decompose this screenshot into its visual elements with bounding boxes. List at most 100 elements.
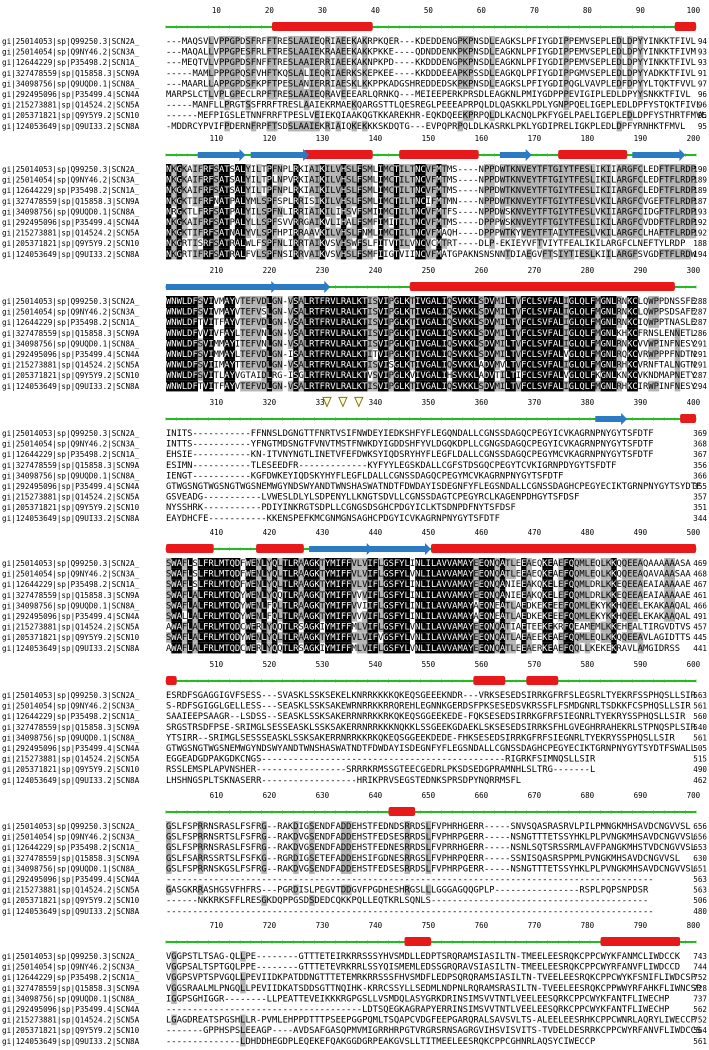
- position-tick-label: 360: [475, 398, 489, 407]
- residue-shade: [489, 57, 495, 68]
- sequence-name: gi|124053649|sp|Q9UI33.2|SCN8A: [2, 776, 140, 785]
- residue-shade: [224, 195, 230, 207]
- helix-bar: [431, 544, 696, 553]
- residue-shade: [256, 185, 262, 196]
- residue-shade: [340, 36, 347, 47]
- residue-shade: [362, 164, 368, 175]
- residue-shade: [293, 195, 299, 207]
- residue-shade: [245, 174, 251, 186]
- residue-shade: [616, 120, 622, 132]
- sequence-residues: NKGKAIFRFSATPALYLLSPFSVVRRGAIKVLIHALFSMF…: [166, 217, 696, 227]
- residue-shade: [272, 195, 278, 207]
- residue-shade: [319, 164, 326, 175]
- sequence-name: gi|205371821|sp|Q9Y5Y9.2|SCN10: [2, 111, 140, 120]
- residue-shade: [590, 185, 596, 196]
- residue-shade: [250, 57, 257, 68]
- residue-shade: [484, 195, 490, 207]
- position-tick-label: 60: [477, 6, 487, 15]
- residue-shade: [325, 36, 331, 47]
- sequence-row: WNWLDFSVITLAYVGTAIDLRG-ISGLRTFRVLRALKTVS…: [166, 370, 696, 381]
- sequence-name: gi|124053649|sp|Q9UI33.2|SCN8A: [2, 1037, 140, 1046]
- residue-shade: [521, 195, 527, 207]
- sequence-name: gi|205371821|sp|Q9Y5Y9.2|SCN10: [2, 503, 140, 512]
- residue-shade: [208, 57, 214, 68]
- residue-shade: [690, 206, 697, 217]
- sequence-end-number: 95: [698, 122, 707, 131]
- position-tick-label: 690: [634, 791, 648, 800]
- residue-shade: [219, 67, 225, 79]
- residue-shade: [229, 67, 236, 79]
- residue-shade: [515, 174, 522, 186]
- residue-shade: [499, 164, 506, 175]
- residue-shade: [542, 174, 548, 186]
- residue-shade: [362, 67, 368, 79]
- sequence-row: WNWLDFVVIVFAYLTEFVNLGN-VSALRTFRVLRALKTIS…: [166, 327, 696, 339]
- residue-shade: [669, 195, 675, 207]
- residue-shade: [356, 206, 363, 217]
- residue-shade: [303, 89, 310, 100]
- position-tick-label: 550: [422, 660, 436, 669]
- residue-shade: [219, 46, 225, 58]
- sequence-residues: AWAFLALFRLMTQDCWERLYQQTLRSAGKIYMIFFMLVIF…: [166, 622, 691, 632]
- residue-shade: [287, 57, 294, 68]
- residue-shade: [266, 195, 273, 207]
- sequence-end-number: 288: [693, 297, 707, 306]
- residue-shade: [298, 67, 304, 79]
- residue-shade: [367, 195, 373, 207]
- residue-shade: [197, 206, 204, 217]
- sequence-residues: SWALLALFRLMTQDYWENLFQLTLRAAGKTYMIFFVVVIF…: [166, 611, 691, 621]
- residue-shade: [383, 185, 389, 196]
- helix-bar: [272, 22, 373, 31]
- sequence-end-number: 368: [693, 440, 707, 449]
- sequence-name: gi|327478559|sp|Q15858.3|SCN9A: [2, 723, 140, 732]
- residue-shade: [552, 185, 559, 196]
- residue-shade: [219, 57, 225, 68]
- sequence-end-number: 355: [693, 482, 707, 491]
- residue-shade: [584, 195, 591, 207]
- residue-shade: [542, 195, 548, 207]
- residue-shade: [287, 120, 294, 132]
- sequence-row: WNWLDFSVIMMAYLTEFVDLGN-ISALRTFRVLRALKTIT…: [166, 349, 696, 360]
- residue-shade: [325, 120, 331, 132]
- residue-shade: [547, 164, 554, 175]
- residue-shade: [293, 185, 299, 196]
- sequence-residues: ----------------------------------------…: [166, 874, 654, 884]
- residue-shade: [224, 46, 230, 58]
- sequence-end-number: 506: [693, 896, 707, 905]
- residue-shade: [192, 217, 198, 228]
- residue-shade: [462, 67, 469, 79]
- sequence-row: GTWGSNGTWGSNGTWGSNEMWGYNDSWYANDTWNSHASWA…: [166, 481, 701, 491]
- sequence-end-number: 188: [693, 239, 707, 248]
- residue-shade: [219, 185, 225, 196]
- residue-shade: [224, 174, 230, 186]
- residue-shade: [314, 78, 320, 89]
- sequence-residues: EHSIE-----------KN-ITVNYNGTLINETVFEFDWKS…: [166, 449, 654, 459]
- sequence-row: NKGRTIFRFSATRALFVLSPFNSIRRVAIKVSVHSLFSMF…: [166, 249, 697, 260]
- sequence-row: GSLFSPRRNSKGSLFSFRG--RAKDVGSENDFADDEHSTF…: [166, 863, 696, 874]
- residue-shade: [690, 174, 697, 186]
- residue-shade: [314, 206, 320, 217]
- residue-shade: [621, 206, 628, 217]
- residue-shade: [563, 195, 569, 207]
- residue-shade: [505, 174, 511, 186]
- residue-shade: [362, 174, 368, 186]
- residue-shade: [547, 185, 554, 196]
- sequence-name: gi|215273881|sp|Q14524.2|SCN5A: [2, 361, 140, 370]
- sequence-end-number: 287: [693, 371, 707, 380]
- sequence-name: gi|124053649|sp|Q9UI33.2|SCN8A: [2, 644, 140, 653]
- sequence-end-number: 192: [693, 229, 707, 238]
- residue-shade: [632, 195, 638, 207]
- residue-shade: [415, 164, 421, 175]
- sequence-row: GSLFSARRSSRTSLFSFKG--RGRDIGSETEFADDEHSIF…: [166, 852, 680, 864]
- sequence-row: SWAFLALFRLMTQDYWENLYQLTLRAAGKTYMIFFVLVIF…: [166, 632, 691, 643]
- residue-shade: [351, 57, 357, 68]
- position-tick-label: 390: [634, 398, 648, 407]
- residue-shade: [457, 46, 463, 58]
- sequence-residues: GSLFSPRRNSRASLFSFRG--RAKDVGSENDFADDEHSTF…: [166, 842, 696, 852]
- residue-shade: [616, 195, 622, 207]
- residue-shade: [272, 89, 278, 100]
- sequence-residues: ---MEQTVLVPPGPDSFNFFTRESLAAIERRIAEEKAKNP…: [166, 57, 696, 67]
- sequence-row: GTWGSNGTWGSNEMWGYNDSWYANDTWNSHASWATNDTFD…: [166, 743, 696, 753]
- residue-shade: [515, 185, 522, 196]
